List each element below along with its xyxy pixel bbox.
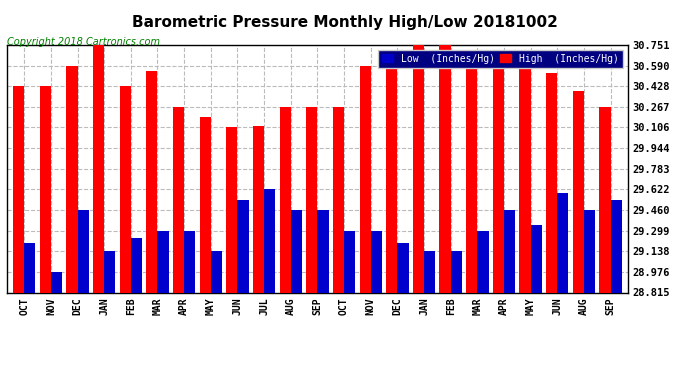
Bar [40, 86, 51, 292]
Bar [424, 251, 435, 292]
Bar [66, 66, 77, 292]
Text: Copyright 2018 Cartronics.com: Copyright 2018 Cartronics.com [7, 37, 160, 47]
Bar [504, 210, 515, 292]
Bar [371, 231, 382, 292]
Bar [173, 107, 184, 292]
Bar [93, 45, 104, 292]
Bar [386, 59, 397, 292]
Bar [119, 86, 131, 292]
Bar [226, 128, 237, 292]
Bar [344, 231, 355, 292]
Bar [477, 231, 489, 292]
Bar [290, 210, 302, 292]
Bar [279, 107, 290, 292]
Bar [264, 189, 275, 292]
Bar [451, 251, 462, 292]
Bar [558, 194, 569, 292]
Bar [184, 231, 195, 292]
Bar [600, 107, 611, 292]
Bar [104, 251, 115, 292]
Bar [24, 243, 35, 292]
Bar [520, 66, 531, 292]
Bar [157, 231, 168, 292]
Text: Barometric Pressure Monthly High/Low 20181002: Barometric Pressure Monthly High/Low 201… [132, 15, 558, 30]
Bar [77, 210, 89, 292]
Bar [413, 45, 424, 292]
Bar [146, 71, 157, 292]
Bar [531, 225, 542, 292]
Bar [573, 91, 584, 292]
Bar [333, 107, 344, 292]
Bar [131, 238, 142, 292]
Bar [13, 86, 24, 292]
Bar [237, 200, 248, 292]
Bar [317, 210, 328, 292]
Bar [611, 200, 622, 292]
Bar [584, 210, 595, 292]
Bar [51, 272, 62, 292]
Legend: Low  (Inches/Hg), High  (Inches/Hg): Low (Inches/Hg), High (Inches/Hg) [377, 50, 623, 68]
Bar [253, 126, 264, 292]
Bar [397, 243, 408, 292]
Bar [466, 51, 477, 292]
Bar [493, 66, 504, 292]
Bar [210, 251, 222, 292]
Bar [199, 117, 210, 292]
Bar [306, 107, 317, 292]
Bar [546, 73, 558, 292]
Bar [440, 45, 451, 292]
Bar [359, 66, 371, 292]
